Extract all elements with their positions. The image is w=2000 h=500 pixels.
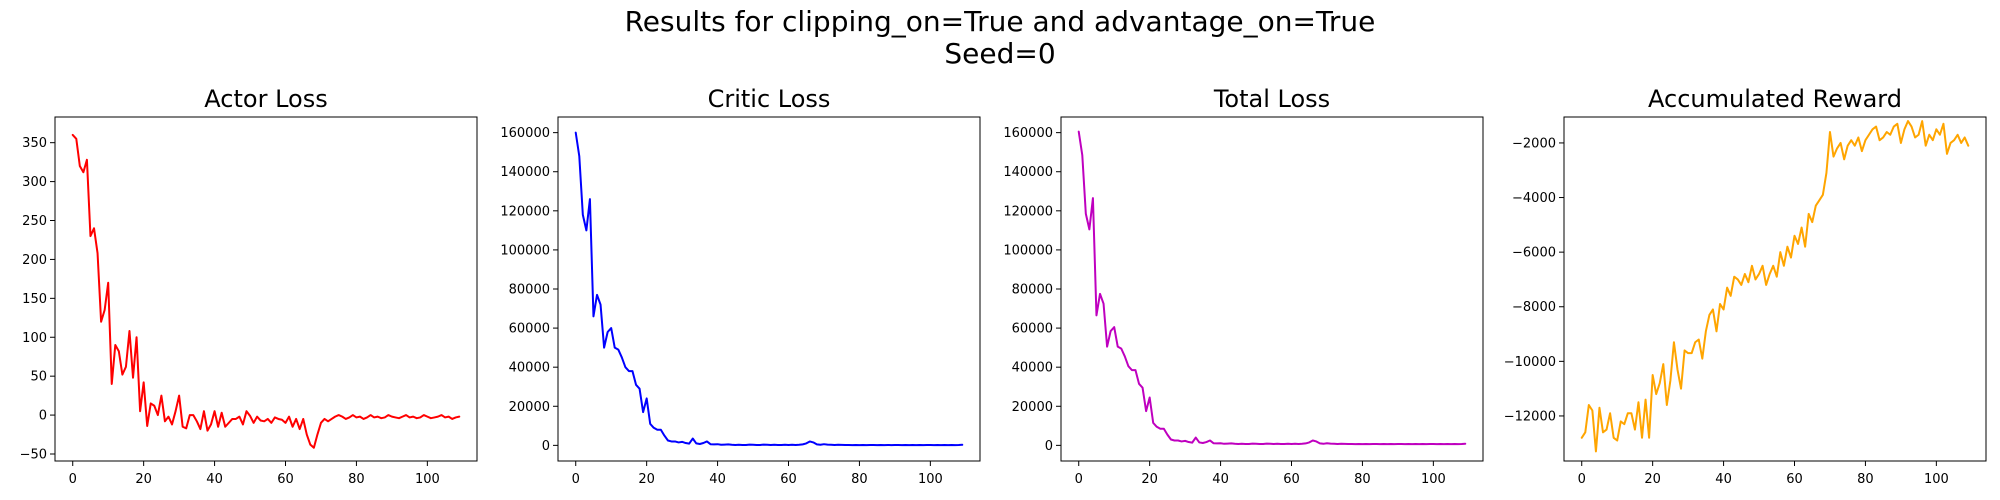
y-tick-label: 100000 [1003, 243, 1053, 258]
y-tick-label: 160000 [500, 126, 550, 141]
figure-subtitle: Seed=0 [944, 37, 1056, 70]
x-tick-label: 20 [1141, 472, 1158, 487]
figure-title: Results for clipping_on=True and advanta… [624, 5, 1376, 38]
panel-actor-loss: Actor Loss 0 20 40 60 80 100 −50 0 50 100 150 200 250… [20, 85, 478, 487]
y-tick-label: 40000 [509, 361, 550, 376]
panel-title: Accumulated Reward [1648, 85, 1902, 113]
y-tick-label: −12000 [1504, 409, 1556, 424]
y-tick-label: 0 [542, 439, 550, 454]
y-tick-label: 80000 [1012, 283, 1053, 298]
x-tick-label: 60 [1786, 472, 1803, 487]
x-tick-label: 40 [1715, 472, 1732, 487]
x-tick-label: 40 [709, 472, 726, 487]
y-tick-label: 100 [22, 331, 47, 346]
series-line [1580, 120, 1970, 453]
y-tick-label: 300 [22, 175, 47, 190]
y-tick-label: 120000 [1003, 204, 1053, 219]
y-tick-label: 40000 [1012, 361, 1053, 376]
x-tick-label: 0 [572, 472, 580, 487]
axes-frame [1563, 116, 1987, 462]
y-tick-label: 80000 [509, 283, 550, 298]
x-tick-label: 80 [1354, 472, 1371, 487]
x-tick-label: 60 [1283, 472, 1300, 487]
panel-title: Actor Loss [204, 85, 327, 113]
y-tick-label: 60000 [1012, 322, 1053, 337]
panel-total-loss: Total Loss 0 20 40 60 80 100 0 20000 40000 60000 80… [1003, 85, 1484, 487]
y-tick-label: −2000 [1512, 136, 1556, 151]
x-tick-label: 0 [69, 472, 77, 487]
x-tick-label: 20 [1644, 472, 1661, 487]
y-tick-label: 50 [30, 370, 47, 385]
x-tick-label: 60 [277, 472, 294, 487]
y-tick-label: −50 [20, 447, 47, 462]
panel-accumulated-reward: Accumulated Reward 0 20 40 60 80 100 −12000 −100… [1504, 85, 1987, 487]
x-tick-label: 80 [1857, 472, 1874, 487]
x-tick-label: 100 [415, 472, 440, 487]
y-tick-label: 20000 [1012, 400, 1053, 415]
x-tick-label: 100 [1924, 472, 1949, 487]
y-tick-label: −4000 [1512, 191, 1556, 206]
axes-frame [1060, 116, 1484, 462]
y-tick-label: −10000 [1504, 355, 1556, 370]
y-tick-label: −6000 [1512, 246, 1556, 261]
panel-title: Total Loss [1213, 85, 1330, 113]
x-tick-label: 0 [1578, 472, 1586, 487]
y-tick-label: −8000 [1512, 300, 1556, 315]
y-tick-label: 120000 [500, 204, 550, 219]
axes-frame [557, 116, 981, 462]
y-tick-label: 160000 [1003, 126, 1053, 141]
x-tick-label: 100 [1421, 472, 1446, 487]
axes-frame [54, 116, 478, 462]
x-tick-label: 0 [1075, 472, 1083, 487]
series-line [574, 131, 964, 447]
x-tick-label: 80 [348, 472, 365, 487]
y-tick-label: 60000 [509, 322, 550, 337]
series-line [71, 133, 461, 449]
panel-title: Critic Loss [708, 85, 831, 113]
x-tick-label: 20 [638, 472, 655, 487]
series-line [1077, 130, 1467, 446]
panel-critic-loss: Critic Loss 0 20 40 60 80 100 0 20000 40000 60000 8… [500, 85, 981, 487]
x-tick-label: 80 [851, 472, 868, 487]
y-tick-label: 200 [22, 253, 47, 268]
y-tick-label: 100000 [500, 243, 550, 258]
x-tick-label: 40 [1212, 472, 1229, 487]
x-tick-label: 20 [135, 472, 152, 487]
x-tick-label: 100 [918, 472, 943, 487]
x-tick-label: 60 [780, 472, 797, 487]
y-tick-label: 140000 [500, 165, 550, 180]
y-tick-label: 140000 [1003, 165, 1053, 180]
y-tick-label: 0 [39, 409, 47, 424]
y-tick-label: 350 [22, 136, 47, 151]
y-tick-label: 20000 [509, 400, 550, 415]
y-tick-label: 250 [22, 214, 47, 229]
x-tick-label: 40 [206, 472, 223, 487]
y-tick-label: 0 [1045, 439, 1053, 454]
y-tick-label: 150 [22, 292, 47, 307]
